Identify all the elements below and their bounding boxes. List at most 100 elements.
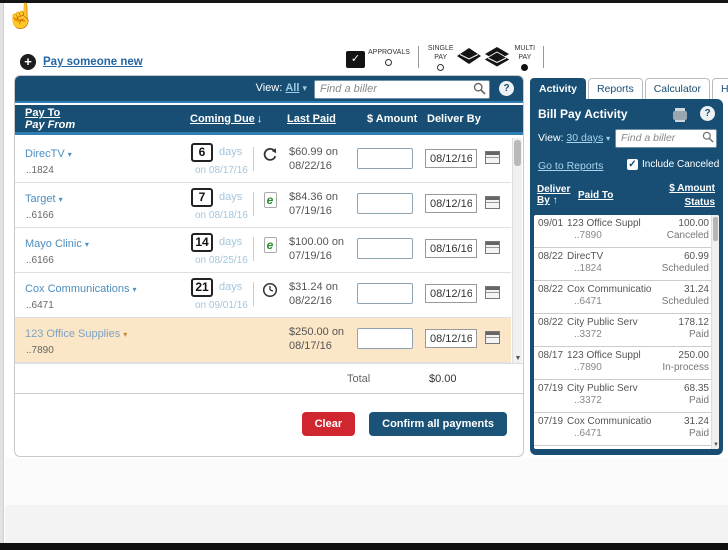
deliver-by-input[interactable] [425,284,477,303]
biller-name-link[interactable]: 123 Office Supplies [25,328,121,340]
view-all-link[interactable]: All [285,82,300,94]
divider [543,46,545,68]
column-last-paid[interactable]: Last Paid [287,113,336,125]
include-canceled-label: Include Canceled [642,159,720,170]
activity-payee: Cox Communicatio ..6471 [567,416,652,439]
scrollbar-thumb[interactable] [514,140,521,166]
sort-up-icon: ↑ [552,195,558,206]
pay-someone-new-link[interactable]: Pay someone new [43,56,143,68]
view-30-days-link[interactable]: 30 days [566,132,604,144]
tab-help[interactable]: Help [711,78,728,99]
amount-input[interactable] [357,283,413,304]
activity-row: 08/22 DirecTV ..1824 60.99 Scheduled [534,248,711,281]
plus-icon: + [20,54,36,70]
biller-name-link[interactable]: DirecTV [25,148,65,160]
include-canceled-checkbox[interactable]: ✓ [627,159,638,170]
amount-input[interactable] [357,238,413,259]
print-icon[interactable] [673,108,687,122]
deliver-by-input[interactable] [425,329,477,348]
due-date-label: on 08/25/16 [195,255,248,266]
biller-account: ..6166 [26,255,54,266]
tab-calculator[interactable]: Calculator [644,78,710,99]
scrollbar-thumb[interactable] [713,217,718,241]
column-paid-to[interactable]: Paid To [578,190,614,201]
pay-someone-new-button[interactable]: + Pay someone new [20,54,143,70]
days-label: days [219,191,243,203]
calendar-icon[interactable] [485,286,500,299]
single-pay-radio[interactable] [437,63,445,71]
multi-pay-radio[interactable] [521,63,529,71]
biller-name-link[interactable]: Target [25,193,56,205]
payment-row: Mayo Clinic ▾ ..6166 14 days on 08/25/16 … [15,228,511,273]
amount-input[interactable] [357,193,413,214]
divider [15,393,523,394]
scroll-down-icon[interactable]: ▼ [713,442,719,448]
help-icon[interactable]: ? [700,106,715,121]
approvals-label: APPROVALS [368,48,410,56]
column-status[interactable]: Status [684,197,715,208]
ebill-icon: e [261,236,279,254]
column-deliver-by-sort[interactable]: By ↑ [537,195,558,206]
activity-row: 08/17 123 Office Suppl ..7890 250.00 In-… [534,347,711,380]
help-icon[interactable]: ? [499,81,514,96]
deliver-by-input[interactable] [425,194,477,213]
tab-reports[interactable]: Reports [587,78,643,99]
days-count-box: 7 [191,188,213,207]
activity-payee: 123 Office Suppl ..7890 [567,218,641,241]
column-coming-due[interactable]: Coming Due ↓ [190,113,263,125]
total-value: $0.00 [429,373,457,385]
calendar-icon[interactable] [485,241,500,254]
activity-payee: DirecTV ..1824 [567,251,604,274]
column-pay-to[interactable]: Pay To Pay From [25,107,76,131]
payment-row: 123 Office Supplies▾ ..7890 e $250.00 on… [15,318,511,363]
go-to-reports-link[interactable]: Go to Reports [538,160,604,172]
caret-down-icon: ▾ [58,195,63,204]
calendar-icon[interactable] [485,196,500,209]
biller-account: ..7890 [26,345,54,356]
multi-pay-label: MULTI PAY [514,45,536,61]
activity-date: 08/22 [538,317,564,328]
activity-search-input[interactable] [615,128,717,148]
tab-activity[interactable]: Activity [530,78,586,99]
payments-scrollbar[interactable]: ▼ [512,138,522,363]
scroll-down-icon[interactable]: ▼ [514,355,522,362]
biller-search-input[interactable] [314,79,490,99]
activity-scrollbar[interactable]: ▼ [711,215,719,449]
biller-account: ..6471 [26,300,54,311]
biller-name-link[interactable]: Mayo Clinic [25,238,82,250]
amount-input[interactable] [357,328,413,349]
single-pay-toggle[interactable]: SINGLE PAY [425,43,483,71]
multi-pay-toggle[interactable]: MULTI PAY [482,43,537,71]
divider [253,147,254,171]
single-envelope-icon [456,48,481,65]
divider [253,237,254,261]
activity-payee: 123 Office Suppl ..7890 [567,350,641,373]
last-paid-cell: $100.00 on 07/19/16 [289,236,345,262]
last-paid-cell: $60.99 on 08/22/16 [289,146,338,172]
confirm-all-payments-button[interactable]: Confirm all payments [369,412,507,436]
activity-row: 08/22 Cox Communicatio ..6471 31.24 Sche… [534,281,711,314]
activity-list: 09/01 123 Office Suppl ..7890 100.00 Can… [534,215,719,449]
payments-panel: View: All ▾ ? Pay To Pay From Coming Due… [14,75,524,457]
approvals-radio[interactable] [385,58,393,66]
column-deliver-by[interactable]: Deliver [537,184,571,195]
last-paid-cell: $31.24 on 08/22/16 [289,281,338,307]
caret-down-icon: ▾ [67,150,72,159]
column-amount[interactable]: $ Amount [669,183,715,194]
deliver-by-input[interactable] [425,239,477,258]
clear-button[interactable]: Clear [301,412,356,436]
approvals-checkbox-icon: ✓ [346,50,365,68]
biller-name-link[interactable]: Cox Communications [25,283,130,295]
calendar-icon[interactable] [485,331,500,344]
view-label: View: [538,132,564,144]
activity-amount-status: 178.12 Paid [678,317,709,340]
approvals-toggle[interactable]: ✓ APPROVALS [346,47,412,68]
days-count-box: 6 [191,143,213,162]
activity-row: 07/19 Cox Communicatio ..6471 31.24 Paid [534,413,711,446]
deliver-by-input[interactable] [425,149,477,168]
amount-input[interactable] [357,148,413,169]
activity-date: 08/17 [538,350,564,361]
due-date-label: on 08/18/16 [195,210,248,221]
calendar-icon[interactable] [485,151,500,164]
